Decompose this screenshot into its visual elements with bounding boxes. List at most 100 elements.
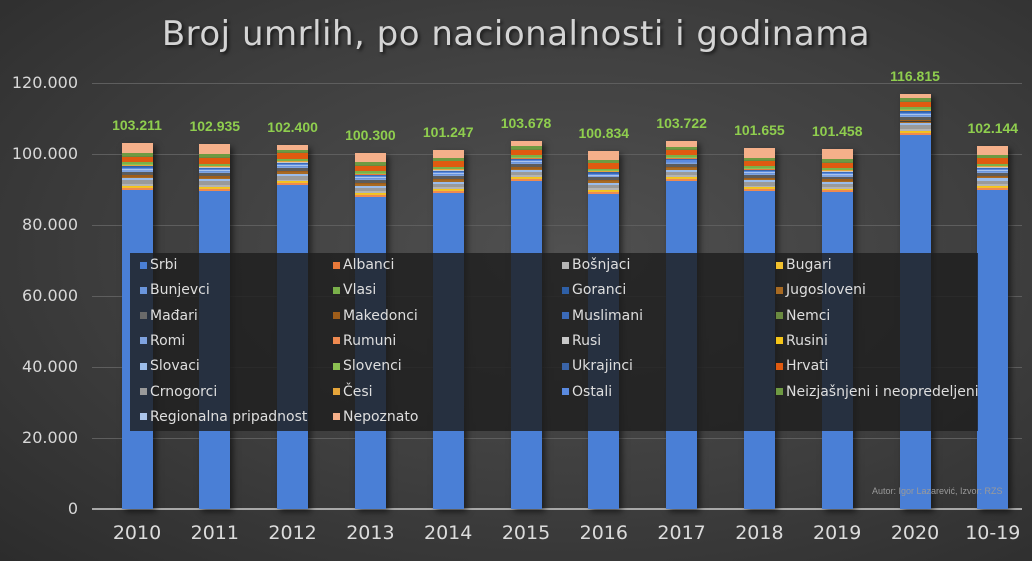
legend-item[interactable]: Albanci	[333, 257, 394, 273]
bar-segment-slovenci	[821, 169, 853, 170]
legend-label: Rusini	[786, 332, 828, 349]
bar-segment-muslimani	[121, 166, 153, 168]
bar-segment-jugosloveni	[121, 176, 153, 179]
bar-segment-ostali	[666, 160, 698, 162]
bar-segment-bugari	[588, 190, 620, 192]
legend-item[interactable]: Crnogorci	[140, 384, 217, 400]
bar-segment-rumuni	[821, 190, 853, 193]
x-tick-label: 2012	[268, 522, 317, 544]
bar-segment-rusini	[899, 130, 931, 132]
bar-segment-crnogorci	[277, 176, 309, 180]
bar-segment-rusini	[821, 188, 853, 190]
bar-segment-bo-njaci	[977, 183, 1009, 186]
legend-item[interactable]: Slovaci	[140, 358, 200, 374]
legend-item[interactable]: Česi	[333, 384, 373, 400]
bar-segment-jugosloveni	[588, 181, 620, 183]
bar-segment-ma-ari	[743, 174, 775, 178]
legend-item[interactable]: Bugari	[776, 257, 832, 273]
bar-segment-makedonci	[666, 167, 698, 169]
legend-item[interactable]: Srbi	[140, 257, 177, 273]
legend-swatch-icon	[776, 362, 783, 370]
bar-segment-rumuni	[588, 191, 620, 194]
bar-segment-romi	[199, 171, 231, 173]
legend-swatch-icon	[333, 286, 340, 294]
bar-segment-romi	[899, 115, 931, 117]
legend-item[interactable]: Goranci	[562, 282, 626, 298]
author-note: Autor: Igor Lazarević, Izvor: RZS	[872, 486, 1003, 496]
bar-segment-jugosloveni	[977, 177, 1009, 179]
bar-segment-rumuni	[510, 178, 542, 181]
bar-segment-slovenci	[666, 156, 698, 158]
bar-segment-bunjevci	[588, 175, 620, 176]
bar-segment-vlasi	[510, 155, 542, 158]
bar-segment-slovaci	[432, 181, 464, 184]
bar-10-19[interactable]	[977, 146, 1009, 509]
legend-label: Regionalna pripadnost	[150, 408, 308, 425]
legend-item[interactable]: Mađari	[140, 308, 198, 324]
bar-segment--esi	[121, 164, 153, 166]
bar-segment-ukrajinci	[199, 167, 231, 168]
bar-segment-ma-ari	[899, 116, 931, 121]
bar-segment-bo-njaci	[121, 184, 153, 186]
bar-segment-bugari	[899, 131, 931, 133]
legend-item[interactable]: Ostali	[562, 384, 612, 400]
legend-item[interactable]: Romi	[140, 333, 185, 349]
bar-segment-muslimani	[977, 167, 1009, 169]
x-tick-label: 2016	[579, 522, 628, 544]
legend-item[interactable]: Rumuni	[333, 333, 396, 349]
bar-segment-muslimani	[899, 111, 931, 113]
legend-item[interactable]: Muslimani	[562, 308, 643, 324]
x-axis-line	[92, 508, 1022, 510]
bar-segment-bunjevci	[666, 162, 698, 163]
bar-segment-srbi	[977, 189, 1009, 509]
bar-segment--esi	[432, 168, 464, 170]
bar-segment-vlasi	[121, 162, 153, 165]
legend-item[interactable]: Hrvati	[776, 358, 829, 374]
bar-segment-albanci	[121, 165, 153, 166]
legend-swatch-icon	[562, 261, 569, 269]
bar-segment--esi	[510, 157, 542, 158]
bar-segment-neizja-njeni-i-neopredeljeni	[588, 159, 620, 163]
bar-segment-bugari	[432, 189, 464, 191]
legend-item[interactable]: Makedonci	[333, 308, 418, 324]
bar-segment-bugari	[121, 186, 153, 188]
bar-segment-bugari	[743, 188, 775, 190]
legend-item[interactable]: Vlasi	[333, 282, 376, 298]
legend-item[interactable]: Rusi	[562, 333, 601, 349]
legend-item[interactable]: Rusini	[776, 333, 828, 349]
legend-item[interactable]: Jugosloveni	[776, 282, 866, 298]
bar-segment-hrvati	[510, 149, 542, 156]
bar-segment-makedonci	[743, 177, 775, 179]
bar-segment-nepoznato	[354, 152, 386, 163]
bar-segment-makedonci	[899, 120, 931, 122]
bar-segment-ma-ari	[354, 179, 386, 184]
legend-item[interactable]: Nemci	[776, 308, 830, 324]
bar-segment-rumuni	[743, 189, 775, 192]
bar-segment-vlasi	[199, 163, 231, 166]
bar-segment-slovaci	[277, 173, 309, 177]
legend-item[interactable]: Bunjevci	[140, 282, 210, 298]
legend-swatch-icon	[776, 312, 783, 320]
legend-item[interactable]: Nepoznato	[333, 409, 418, 425]
bar-segment-ostali	[354, 176, 386, 178]
y-tick-label: 120.000	[11, 73, 78, 92]
legend-item[interactable]: Bošnjaci	[562, 257, 630, 273]
bar-segment-regionalna-pripadnost	[666, 161, 698, 163]
bar-segment-jugosloveni	[821, 180, 853, 182]
bar-segment-jugosloveni	[432, 180, 464, 182]
legend-swatch-icon	[333, 337, 340, 345]
bar-segment-crnogorci	[977, 180, 1009, 184]
legend-label: Romi	[150, 332, 186, 349]
bar-segment-makedonci	[977, 175, 1009, 178]
legend-item[interactable]: Neizjašnjeni i neopredeljeni	[776, 384, 979, 400]
y-tick-label: 100.000	[11, 144, 78, 163]
bar-segment-vlasi	[977, 163, 1009, 166]
bar-segment-rumuni	[432, 190, 464, 193]
bar-segment-albanci	[977, 166, 1009, 167]
bar-segment-ukrajinci	[121, 165, 153, 167]
legend-item[interactable]: Ukrajinci	[562, 358, 633, 374]
legend-swatch-icon	[140, 413, 147, 421]
bar-segment-slovenci	[588, 169, 620, 171]
legend-item[interactable]: Slovenci	[333, 358, 402, 374]
legend-item[interactable]: Regionalna pripadnost	[140, 409, 307, 425]
